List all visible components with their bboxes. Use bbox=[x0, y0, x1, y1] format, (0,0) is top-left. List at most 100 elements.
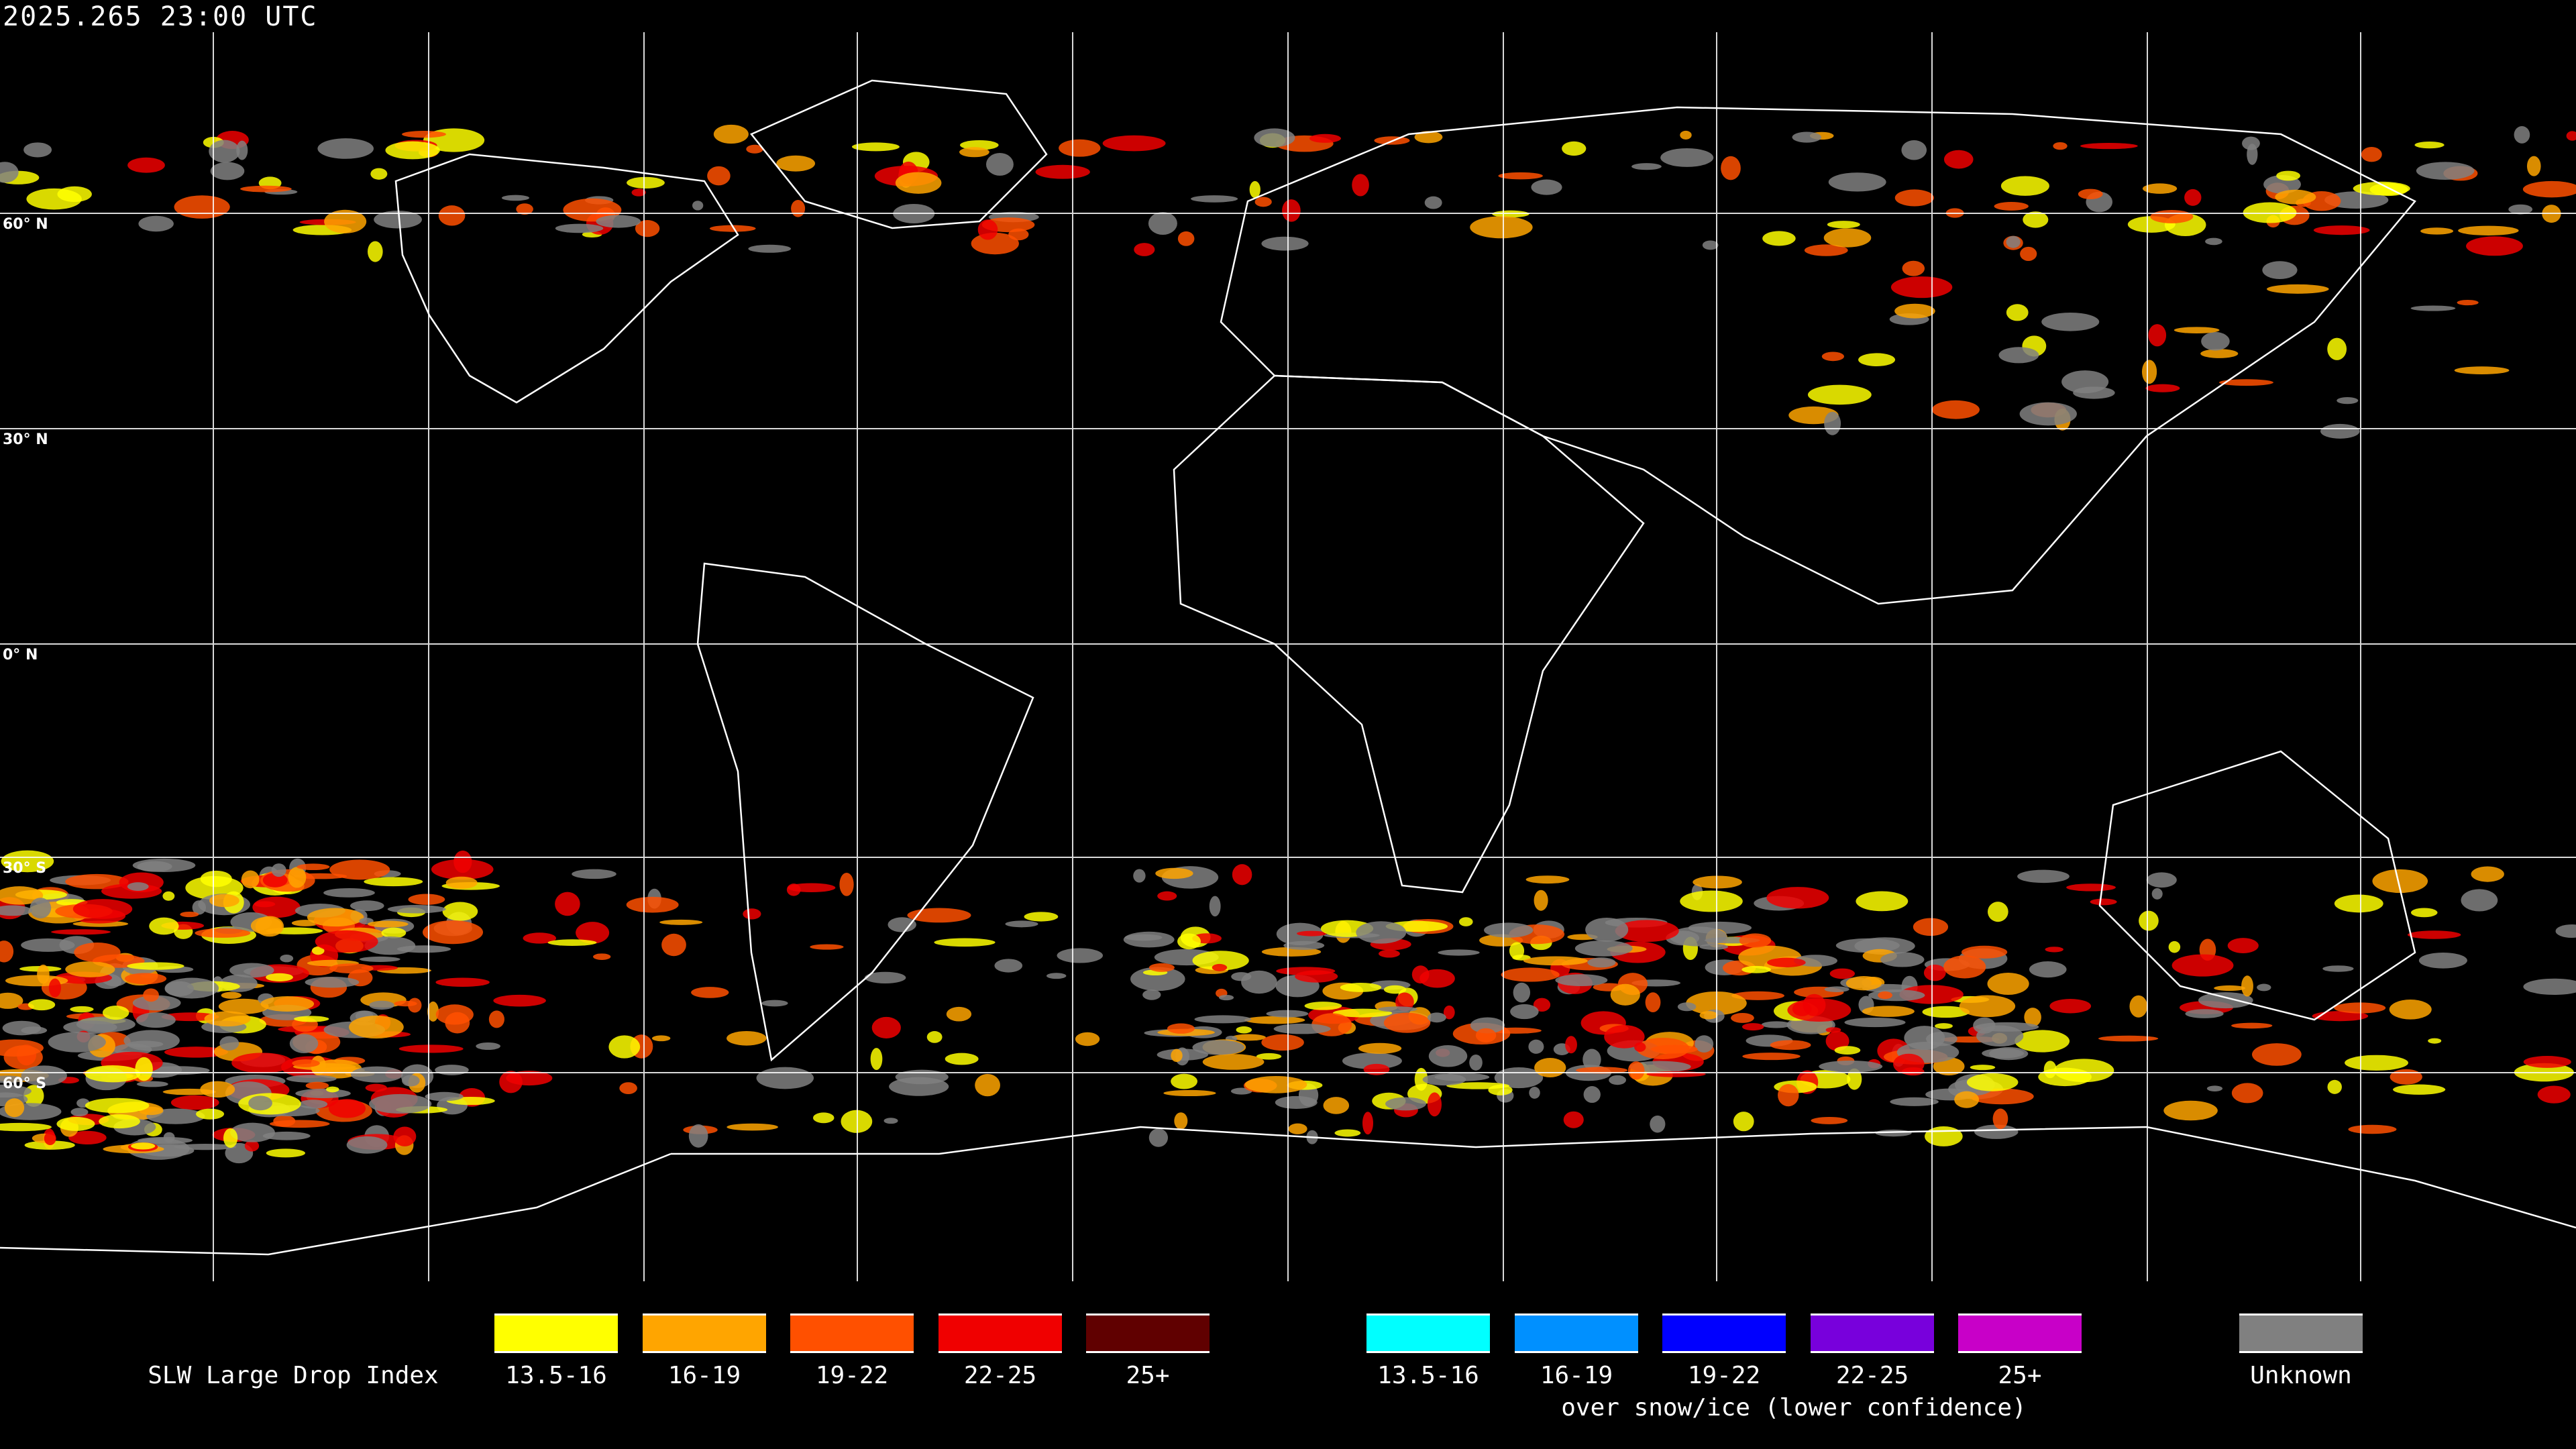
cloud-pixel-cluster bbox=[289, 1034, 319, 1054]
cloud-pixel-cluster bbox=[926, 1031, 943, 1043]
cloud-pixel-cluster bbox=[1379, 949, 1400, 958]
cloud-pixel-cluster bbox=[1792, 131, 1822, 143]
cloud-pixel-cluster bbox=[1741, 1023, 1764, 1031]
cloud-pixel-cluster bbox=[127, 157, 165, 173]
cloud-pixel-cluster bbox=[627, 176, 665, 189]
cloud-pixel-cluster bbox=[195, 928, 251, 938]
cloud-pixel-cluster bbox=[1323, 1097, 1350, 1114]
cloud-pixel-cluster bbox=[1824, 411, 1841, 435]
cloud-pixel-cluster bbox=[1733, 1112, 1754, 1132]
cloud-pixel-cluster bbox=[56, 1116, 95, 1131]
cloud-pixel-cluster bbox=[2407, 930, 2461, 939]
cloud-pixel-cluster bbox=[2416, 162, 2475, 180]
cloud-pixel-cluster bbox=[2020, 246, 2037, 261]
cloud-pixel-cluster bbox=[2322, 965, 2354, 972]
cloud-pixel-cluster bbox=[1922, 1006, 1970, 1018]
cloud-pixel-cluster bbox=[619, 1082, 637, 1095]
cloud-pixel-cluster bbox=[1634, 1042, 1646, 1053]
cloud-pixel-cluster bbox=[895, 172, 942, 194]
cloud-pixel-cluster bbox=[1513, 982, 1531, 1003]
cloud-pixel-cluster bbox=[1254, 197, 1272, 207]
cloud-pixel-cluster bbox=[70, 1006, 94, 1013]
cloud-pixel-cluster bbox=[547, 939, 597, 947]
cloud-pixel-cluster bbox=[435, 977, 490, 987]
cloud-pixel-cluster bbox=[2410, 908, 2438, 918]
cloud-pixel-cluster bbox=[394, 1000, 417, 1007]
cloud-pixel-cluster bbox=[516, 203, 533, 215]
cloud-pixel-cluster bbox=[24, 1140, 75, 1150]
cloud-pixel-cluster bbox=[1356, 921, 1407, 944]
cloud-pixel-cluster bbox=[761, 1000, 788, 1007]
cloud-pixel-cluster bbox=[1827, 221, 1860, 229]
cloud-pixel-cluster bbox=[164, 1046, 229, 1058]
cloud-pixel-cluster bbox=[1970, 1065, 1996, 1071]
cloud-pixel-cluster bbox=[102, 1006, 129, 1020]
cloud-pixel-cluster bbox=[2174, 327, 2220, 333]
cloud-pixel-cluster bbox=[1148, 211, 1177, 235]
lat-label-60n: 60° N bbox=[3, 216, 48, 233]
cloud-pixel-cluster bbox=[2198, 992, 2253, 1009]
legend-snow-item-label: 16-19 bbox=[1540, 1362, 1613, 1389]
cloud-pixel-cluster bbox=[1035, 164, 1090, 179]
cloud-pixel-cluster bbox=[127, 962, 184, 970]
cloud-pixel-cluster bbox=[305, 1081, 329, 1089]
cloud-pixel-cluster bbox=[2, 1020, 42, 1036]
cloud-pixel-cluster bbox=[2148, 324, 2167, 347]
cloud-pixel-cluster bbox=[445, 876, 478, 890]
cloud-pixel-cluster bbox=[493, 994, 546, 1007]
cloud-pixel-cluster bbox=[1702, 240, 1719, 250]
cloud-pixel-cluster bbox=[1443, 1005, 1455, 1020]
cloud-pixel-cluster bbox=[204, 1011, 251, 1027]
cloud-pixel-cluster bbox=[2006, 235, 2021, 248]
cloud-pixel-cluster bbox=[1925, 1126, 1963, 1146]
cloud-pixel-cluster bbox=[385, 141, 440, 160]
cloud-pixel-cluster bbox=[748, 244, 792, 253]
cloud-pixel-cluster bbox=[1024, 912, 1059, 922]
cloud-pixel-cluster bbox=[2313, 225, 2370, 235]
cloud-pixel-cluster bbox=[2262, 261, 2298, 280]
cloud-pixel-cluster bbox=[2334, 894, 2383, 913]
cloud-pixel-cluster bbox=[812, 1112, 835, 1124]
cloud-pixel-cluster bbox=[2420, 227, 2454, 235]
legend-snow-item-swatch bbox=[1515, 1313, 1638, 1353]
cloud-pixel-cluster bbox=[1352, 174, 1369, 197]
cloud-pixel-cluster bbox=[1362, 1112, 1374, 1135]
cloud-pixel-cluster bbox=[810, 944, 844, 950]
cloud-pixel-cluster bbox=[2049, 999, 2092, 1014]
cloud-pixel-cluster bbox=[2257, 983, 2271, 991]
cloud-pixel-cluster bbox=[1385, 1097, 1426, 1111]
cloud-pixel-cluster bbox=[1803, 994, 1826, 1016]
cloud-pixel-cluster bbox=[219, 1036, 239, 1051]
cloud-pixel-cluster bbox=[435, 1065, 469, 1075]
cloud-pixel-cluster bbox=[1192, 1040, 1244, 1055]
cloud-pixel-cluster bbox=[2345, 1055, 2408, 1071]
cloud-pixel-cluster bbox=[1834, 1046, 1861, 1055]
cloud-pixel-cluster bbox=[200, 870, 232, 888]
cloud-pixel-cluster bbox=[1424, 196, 1442, 209]
cloud-pixel-cluster bbox=[368, 1093, 432, 1114]
slw-map bbox=[0, 32, 2576, 1281]
cloud-pixel-cluster bbox=[1587, 957, 1616, 968]
cloud-pixel-cluster bbox=[2041, 312, 2100, 331]
cloud-pixel-cluster bbox=[1770, 1040, 1811, 1051]
cloud-pixel-cluster bbox=[2523, 978, 2576, 995]
cloud-pixel-cluster bbox=[44, 1132, 56, 1146]
cloud-pixel-cluster bbox=[555, 892, 580, 916]
cloud-pixel-cluster bbox=[0, 886, 44, 905]
cloud-pixel-cluster bbox=[994, 959, 1023, 973]
cloud-pixel-cluster bbox=[1987, 972, 2029, 995]
cloud-pixel-cluster bbox=[1585, 917, 1629, 942]
coastlines bbox=[0, 79, 2576, 1256]
cloud-pixel-cluster bbox=[883, 1118, 898, 1124]
cloud-pixel-cluster bbox=[1534, 1058, 1566, 1078]
cloud-pixel-cluster bbox=[707, 166, 731, 186]
cloud-pixel-cluster bbox=[2227, 938, 2259, 954]
legend-snow-item-label: 22-25 bbox=[1835, 1362, 1909, 1389]
cloud-pixel-cluster bbox=[0, 992, 23, 1009]
cloud-pixel-cluster bbox=[2555, 924, 2576, 938]
cloud-pixel-cluster bbox=[2514, 126, 2530, 144]
cloud-pixel-cluster bbox=[48, 978, 61, 998]
cloud-pixel-cluster bbox=[210, 162, 245, 180]
cloud-pixel-cluster bbox=[1249, 180, 1260, 199]
cloud-pixel-cluster bbox=[57, 186, 92, 203]
